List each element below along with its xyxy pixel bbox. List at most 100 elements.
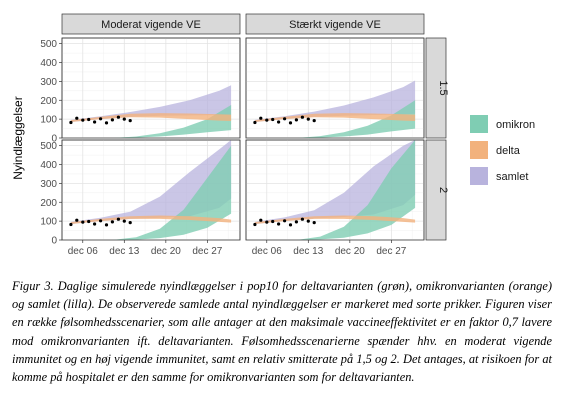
facet-strip-row-label: 2: [437, 187, 449, 193]
observed-point: [110, 118, 114, 122]
y-tick-label: 0: [51, 134, 57, 145]
ribbon-omikron: [296, 100, 416, 138]
observed-point: [93, 222, 97, 226]
facet-strip-column: [245, 13, 425, 35]
facet-strip-column-label: Stærkt vigende VE: [289, 19, 381, 31]
observed-point: [253, 120, 257, 125]
legend-key-omikron: [470, 115, 488, 133]
x-tick-label: dec 13: [293, 246, 323, 257]
ribbon-delta: [254, 215, 416, 224]
observed-point: [116, 217, 120, 221]
y-tick-label: 200: [40, 96, 57, 107]
observed-point: [104, 121, 109, 125]
observed-point: [69, 120, 73, 125]
y-axis-title: Nyindlæggelser: [11, 96, 25, 179]
observed-point: [75, 116, 79, 120]
x-tick-label: dec 27: [376, 246, 406, 257]
observed-point: [265, 220, 269, 224]
figure-caption: Figur 3. Daglige simulerede nyindlæggels…: [12, 279, 552, 385]
panel-border: [245, 37, 425, 139]
legend-key-delta: [470, 141, 488, 159]
ribbon-delta: [254, 113, 416, 122]
y-tick-label: 500: [40, 39, 57, 50]
ribbon-omikron: [112, 105, 232, 138]
observed-point: [265, 118, 269, 122]
observed-point: [300, 217, 304, 221]
observed-point: [271, 219, 275, 224]
y-tick-label: 300: [40, 179, 57, 190]
observed-point: [99, 117, 103, 121]
legend-label: omikron: [496, 119, 535, 131]
facet-strip-column: [61, 13, 241, 35]
observed-point: [128, 221, 132, 225]
x-tick-label: dec 27: [192, 246, 222, 257]
y-tick-label: 200: [40, 198, 57, 209]
observed-point: [271, 117, 275, 122]
observed-point: [81, 118, 85, 122]
facet-panel: [245, 37, 425, 139]
observed-point: [122, 219, 126, 223]
legend-key-samlet: [470, 167, 488, 185]
ribbon-omikron: [112, 145, 232, 240]
observed-point: [294, 118, 298, 122]
figure: Moderat vigende VE Stærkt vigende VE 1.5 2 0…: [11, 13, 535, 257]
facet-strip-column-label: Moderat vigende VE: [101, 19, 201, 31]
observed-point: [294, 220, 298, 224]
x-tick-label: dec 06: [68, 246, 98, 257]
observed-point: [75, 218, 79, 222]
ribbon-delta: [70, 113, 232, 122]
legend-label: delta: [496, 145, 521, 157]
facet-panel: 0 100 200 300 400 500: [40, 37, 241, 145]
y-tick-label: 0: [51, 236, 57, 247]
observed-point: [312, 221, 316, 225]
x-tick-label: dec 13: [109, 246, 139, 257]
observed-point: [288, 121, 293, 125]
x-tick-label: dec 20: [335, 246, 365, 257]
observed-point: [306, 219, 310, 223]
observed-point: [277, 120, 281, 124]
observed-point: [300, 115, 304, 119]
observed-point: [283, 219, 287, 223]
observed-point: [259, 116, 263, 120]
observed-point: [283, 117, 287, 121]
observed-point: [116, 115, 120, 119]
faceted-area-chart: Moderat vigende VE Stærkt vigende VE1.520…: [11, 13, 535, 257]
facet-strip-row: [425, 37, 447, 139]
observed-point: [277, 222, 281, 226]
facet-strip-row-label: 1.5: [437, 80, 449, 95]
facet-strip-row: [425, 139, 447, 241]
observed-point: [312, 119, 316, 123]
x-tick-label: dec 06: [252, 246, 282, 257]
panel-border: [245, 139, 425, 241]
observed-point: [128, 119, 132, 123]
ribbon-samlet: [254, 80, 416, 122]
ribbon-omikron: [296, 140, 416, 240]
observed-point: [87, 219, 91, 224]
ribbon-delta: [70, 215, 232, 224]
observed-point: [104, 223, 109, 227]
y-tick-label: 400: [40, 58, 57, 69]
facet-panel: 0 100 200 300 400 500 dec 06 dec 13 dec 20 dec 27: [40, 139, 241, 257]
observed-point: [253, 222, 257, 227]
observed-point: [110, 220, 114, 224]
observed-point: [69, 222, 73, 227]
facet-panel: dec 06 dec 13 dec 20 dec 27: [245, 139, 425, 257]
observed-point: [81, 220, 85, 224]
y-tick-label: 300: [40, 77, 57, 88]
x-tick-label: dec 20: [151, 246, 181, 257]
y-tick-label: 400: [40, 160, 57, 171]
legend-label: samlet: [496, 171, 528, 183]
observed-point: [99, 219, 103, 223]
observed-point: [259, 218, 263, 222]
observed-point: [122, 117, 126, 121]
y-tick-label: 100: [40, 115, 57, 126]
y-tick-label: 100: [40, 217, 57, 228]
observed-point: [306, 117, 310, 121]
observed-point: [87, 117, 91, 122]
observed-point: [93, 120, 97, 124]
observed-point: [288, 223, 293, 227]
panel-border: [61, 37, 241, 139]
y-tick-label: 500: [40, 141, 57, 152]
ribbon-samlet: [70, 85, 232, 122]
panel-border: [61, 139, 241, 241]
